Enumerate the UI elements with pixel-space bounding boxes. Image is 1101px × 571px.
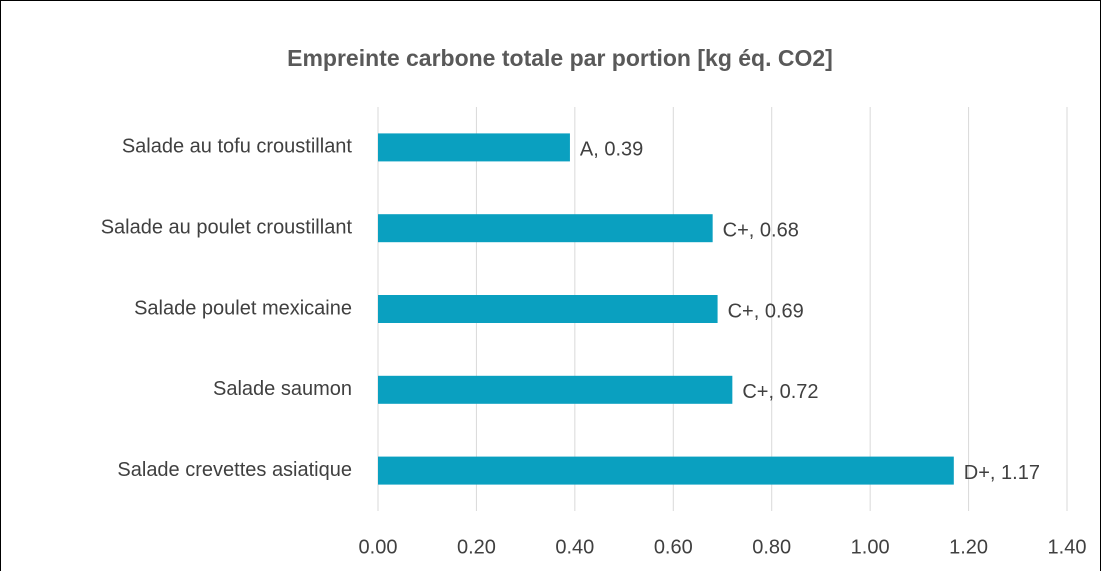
data-label: C+, 0.69	[728, 300, 804, 322]
bar	[378, 214, 713, 243]
y-tick-label: Salade au poulet croustillant	[101, 216, 353, 238]
y-tick-label: Salade au tofu croustillant	[122, 136, 353, 158]
chart-title: Empreinte carbone totale par portion [kg…	[287, 45, 833, 71]
bar	[378, 295, 718, 323]
y-tick-label: Salade poulet mexicaine	[134, 297, 352, 319]
y-tick-label: Salade crevettes asiatique	[117, 459, 352, 481]
bar	[378, 375, 733, 404]
x-tick-label: 1.00	[851, 536, 890, 558]
x-tick-label: 0.60	[654, 536, 693, 558]
data-label: A, 0.39	[580, 139, 643, 161]
data-label: D+, 1.17	[964, 462, 1040, 484]
y-tick-label: Salade saumon	[213, 378, 352, 400]
x-tick-label: 1.20	[949, 536, 988, 558]
data-label: C+, 0.68	[723, 219, 799, 241]
x-tick-label: 0.80	[752, 536, 791, 558]
x-tick-label: 0.20	[457, 536, 496, 558]
x-tick-label: 0.00	[359, 536, 398, 558]
bar	[378, 456, 954, 485]
data-label: C+, 0.72	[742, 381, 818, 403]
x-tick-label: 1.40	[1048, 536, 1087, 558]
x-tick-label: 0.40	[555, 536, 594, 558]
bar	[378, 133, 570, 162]
